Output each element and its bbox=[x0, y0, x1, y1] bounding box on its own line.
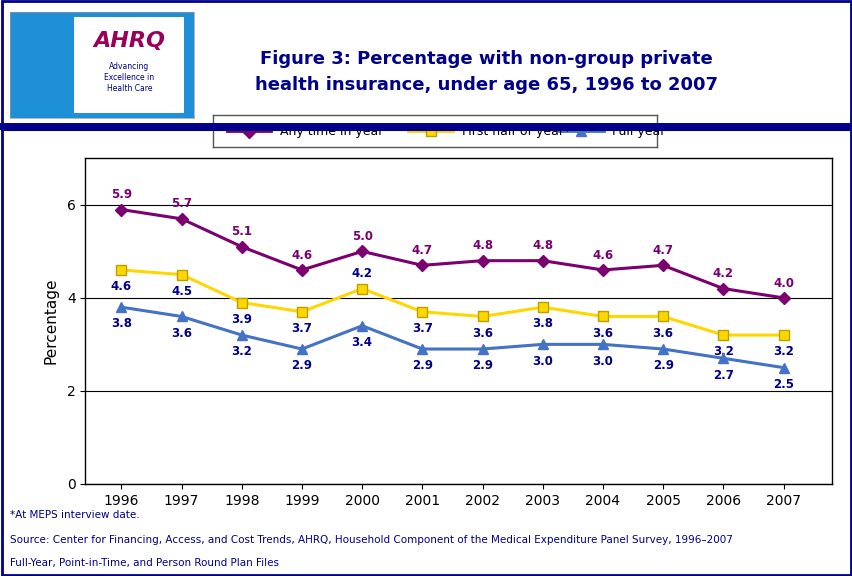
Text: 3.7: 3.7 bbox=[412, 322, 432, 335]
Text: Full year: Full year bbox=[612, 124, 665, 138]
Text: 4.6: 4.6 bbox=[291, 249, 312, 262]
Text: Figure 3: Percentage with non-group private
health insurance, under age 65, 1996: Figure 3: Percentage with non-group priv… bbox=[255, 51, 717, 93]
Text: 2.9: 2.9 bbox=[291, 359, 312, 372]
Text: AHRQ: AHRQ bbox=[94, 31, 165, 51]
Text: 4.0: 4.0 bbox=[772, 276, 793, 290]
Text: First half of year*: First half of year* bbox=[461, 124, 569, 138]
Text: 3.7: 3.7 bbox=[291, 322, 312, 335]
Text: Source: Center for Financing, Access, and Cost Trends, AHRQ, Household Component: Source: Center for Financing, Access, an… bbox=[10, 535, 732, 544]
Text: 2.9: 2.9 bbox=[471, 359, 492, 372]
Text: 4.6: 4.6 bbox=[591, 249, 613, 262]
Text: 3.2: 3.2 bbox=[772, 345, 793, 358]
Text: 3.6: 3.6 bbox=[171, 327, 192, 340]
Y-axis label: Percentage: Percentage bbox=[43, 278, 58, 365]
Text: 4.7: 4.7 bbox=[412, 244, 432, 257]
Text: 4.8: 4.8 bbox=[471, 239, 492, 252]
Text: 2.7: 2.7 bbox=[712, 369, 733, 381]
Text: 2.5: 2.5 bbox=[772, 378, 793, 391]
Text: 4.7: 4.7 bbox=[652, 244, 673, 257]
Text: 3.0: 3.0 bbox=[592, 355, 613, 367]
FancyBboxPatch shape bbox=[74, 17, 184, 113]
Text: 3.8: 3.8 bbox=[532, 317, 553, 331]
Text: Full-Year, Point-in-Time, and Person Round Plan Files: Full-Year, Point-in-Time, and Person Rou… bbox=[10, 558, 279, 567]
Text: 3.6: 3.6 bbox=[592, 327, 613, 340]
Text: 3.9: 3.9 bbox=[231, 313, 252, 326]
Text: 3.0: 3.0 bbox=[532, 355, 553, 367]
Text: 5.7: 5.7 bbox=[171, 198, 192, 210]
Text: 4.8: 4.8 bbox=[532, 239, 553, 252]
Text: 3.2: 3.2 bbox=[231, 345, 252, 358]
Text: 4.2: 4.2 bbox=[712, 267, 733, 280]
Text: 3.2: 3.2 bbox=[712, 345, 733, 358]
Text: *At MEPS interview date.: *At MEPS interview date. bbox=[10, 510, 140, 520]
Text: 2.9: 2.9 bbox=[412, 359, 432, 372]
Text: 4.5: 4.5 bbox=[171, 285, 192, 298]
Text: 5.9: 5.9 bbox=[111, 188, 132, 201]
Text: 3.4: 3.4 bbox=[351, 336, 372, 349]
Text: 3.6: 3.6 bbox=[652, 327, 673, 340]
Text: 5.1: 5.1 bbox=[231, 225, 252, 238]
Text: 3.6: 3.6 bbox=[471, 327, 492, 340]
Text: Advancing
Excellence in
Health Care: Advancing Excellence in Health Care bbox=[104, 62, 154, 93]
Text: 4.6: 4.6 bbox=[111, 280, 132, 293]
Text: 2.9: 2.9 bbox=[652, 359, 673, 372]
Text: 3.8: 3.8 bbox=[111, 317, 132, 331]
Text: 4.2: 4.2 bbox=[351, 267, 372, 280]
Text: Any time in year: Any time in year bbox=[279, 124, 383, 138]
Text: 5.0: 5.0 bbox=[351, 230, 372, 243]
